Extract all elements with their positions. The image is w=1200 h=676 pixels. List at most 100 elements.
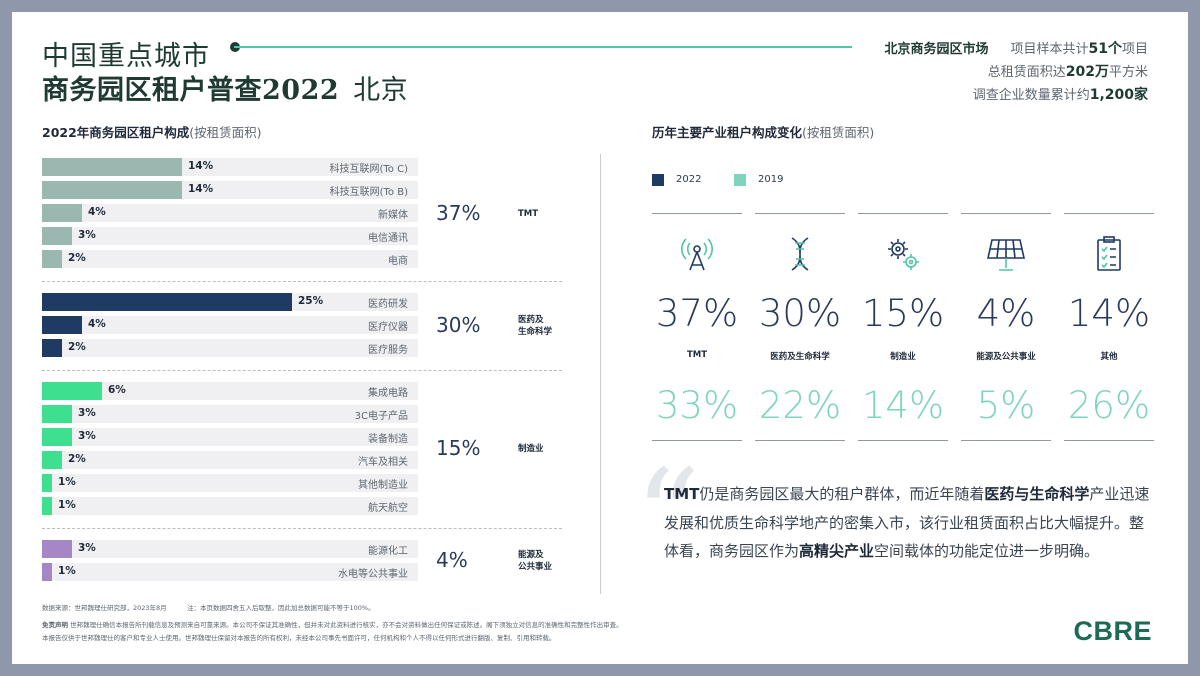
bar-value-label: 2%: [68, 341, 86, 353]
infographic-card: 中国重点城市 商务园区租户普查2022 北京 北京商务园区市场 项目样本共计51个项…: [12, 12, 1188, 664]
bar-row: 2% 医疗服务: [42, 339, 418, 357]
page-title-line1: 中国重点城市: [42, 41, 210, 72]
bar-category-label: 装备制造: [368, 434, 408, 445]
bar: [42, 474, 52, 492]
title-rule: [234, 46, 852, 48]
page-title-city: 北京: [353, 75, 409, 106]
value-2019: 5%: [976, 384, 1036, 427]
group-name-line2: 生命科学: [518, 326, 553, 337]
bar: [42, 428, 72, 446]
group-label: 能源及 公共事业: [518, 549, 552, 573]
column-bottom-rule: [858, 440, 948, 441]
bar-category-label: 能源化工: [368, 546, 408, 557]
bar-row: 4% 新媒体: [42, 204, 418, 222]
group-name: 能源及: [518, 550, 544, 560]
footer-disclaimer: 免责声明 世邦魏理仕确信本报告所刊载信息及预测来自可靠来源。本公司不保证其准确性…: [42, 619, 942, 629]
bar-row: 1% 航天航空: [42, 497, 418, 515]
bar-value-label: 2%: [68, 453, 86, 465]
group-label: 制造业: [518, 443, 544, 455]
column-bottom-rule: [652, 440, 742, 441]
industry-label: 医药及生命科学: [770, 352, 830, 362]
group-name-line2: 公共事业: [518, 562, 553, 572]
stat1-value: 51个: [1088, 41, 1122, 57]
disclaimer-text: 世邦魏理仕确信本报告所刊载信息及预测来自可靠来源。本公司不保证其准确性，但并未对…: [70, 621, 623, 629]
bar-row: 6% 集成电路: [42, 382, 418, 400]
bar-row: 25% 医药研发: [42, 293, 418, 311]
industry-label: TMT: [686, 350, 708, 360]
bar: [42, 204, 82, 222]
antenna-icon: [677, 234, 717, 274]
bar-row: 3% 3C电子产品: [42, 405, 418, 423]
bar-category-label: 航天航空: [368, 503, 408, 514]
bar-value-label: 1%: [58, 499, 76, 511]
bar-category-label: 3C电子产品: [354, 411, 408, 422]
stat1-post: 项目: [1121, 42, 1148, 57]
value-2019: 14%: [861, 384, 945, 427]
bar-category-label: 医疗服务: [368, 345, 408, 356]
stat2-value: 202万: [1065, 64, 1109, 80]
group-total: 30%: [436, 312, 481, 337]
bar: [42, 540, 72, 558]
quote-text-1: 仍是商务园区最大的租户群体，而近年随着: [699, 485, 985, 503]
right-title-main: 历年主要产业租户构成变化: [652, 125, 803, 140]
quote-text-2: 产业迅速发展和优质生命科学地产的密集入市，该行业租赁面积占比大幅提升。整体看，商…: [664, 485, 1150, 560]
bar-value-label: 4%: [88, 318, 106, 330]
value-2022: 15%: [861, 292, 945, 335]
legend-label-2019: 2019: [758, 174, 784, 185]
left-title-note: (按租赁面积): [189, 125, 262, 140]
bar-row: 2% 电商: [42, 250, 418, 268]
bar: [42, 316, 82, 334]
column-top-rule: [755, 213, 845, 214]
bar-row: 4% 医疗仪器: [42, 316, 418, 334]
quote-bold-1: TMT: [664, 485, 700, 503]
bar: [42, 293, 292, 311]
industry-label: 制造业: [890, 352, 916, 362]
bar: [42, 451, 62, 469]
group-total: 4%: [436, 548, 468, 572]
footer-source: 数据来源：世邦魏理仕研究部，2023年8月: [42, 604, 167, 612]
page-title-line2: 商务园区租户普查2022 北京: [42, 68, 408, 107]
value-2022: 4%: [976, 292, 1036, 335]
bar-value-label: 3%: [78, 542, 96, 554]
bar-row: 1% 其他制造业: [42, 474, 418, 492]
bar-row: 14% 科技互联网(To B): [42, 181, 418, 199]
summary-quote: TMT仍是商务园区最大的租户群体，而近年随着医药与生命科学产业迅速发展和优质生命…: [664, 480, 1156, 566]
bar-value-label: 2%: [68, 252, 86, 264]
column-bottom-rule: [961, 440, 1051, 441]
left-title-main: 2022年商务园区租户构成: [42, 125, 190, 140]
column-bottom-rule: [1064, 440, 1154, 441]
group-name: 制造业: [518, 444, 544, 454]
bar-category-label: 其他制造业: [358, 480, 408, 491]
bar-value-label: 3%: [78, 407, 96, 419]
column-bottom-rule: [755, 440, 845, 441]
column-top-rule: [1064, 213, 1154, 214]
column-top-rule: [961, 213, 1051, 214]
left-section-title: 2022年商务园区租户构成(按租赁面积): [42, 122, 262, 141]
clipboard-icon: [1089, 234, 1129, 274]
quote-bold-2: 医药与生命科学: [984, 485, 1090, 503]
bar-value-label: 1%: [58, 476, 76, 488]
bar-row: 14% 科技互联网(To C): [42, 158, 418, 176]
group-separator: [42, 370, 562, 371]
group-label: TMT: [518, 208, 538, 220]
group-separator: [42, 281, 562, 282]
bar-value-label: 4%: [88, 206, 106, 218]
industry-label: 其他: [1100, 352, 1118, 362]
footer-disclaimer-2: 本报告仅供于世邦魏理仕的客户和专业人士使用。世邦魏理仕保留对本报告的所有权利，未…: [42, 634, 556, 642]
stat2-post: 平方米: [1108, 65, 1148, 80]
stat1-pre: 项目样本共计: [1010, 42, 1089, 57]
group-name: 医药及: [518, 314, 544, 325]
bar-category-label: 汽车及相关: [358, 457, 408, 468]
stat3-pre: 调查企业数量累计约: [972, 88, 1090, 103]
value-2022: 30%: [758, 292, 842, 335]
bar-row: 2% 汽车及相关: [42, 451, 418, 469]
right-title-note: (按租赁面积): [802, 125, 875, 140]
quote-bold-3: 高精尖产业: [799, 542, 875, 560]
bar-value-label: 6%: [108, 384, 126, 396]
dna-icon: [780, 234, 820, 274]
value-2019: 26%: [1067, 384, 1151, 427]
quote-mark-icon: “: [634, 441, 701, 593]
value-2019: 33%: [655, 384, 739, 427]
bar: [42, 250, 62, 268]
bar-category-label: 电信通讯: [368, 233, 408, 244]
